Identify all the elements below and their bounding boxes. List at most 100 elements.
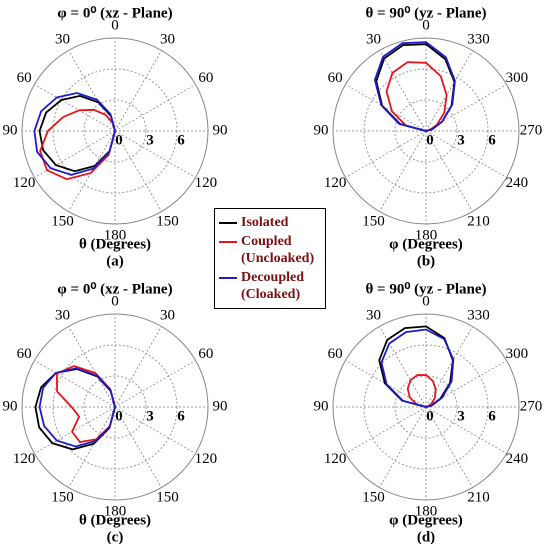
spoke bbox=[114, 406, 196, 454]
theta-tick-label: 330 bbox=[467, 308, 490, 324]
theta-tick-label: 270 bbox=[520, 398, 543, 414]
r-tick-label: 6 bbox=[177, 132, 185, 148]
grid-circle bbox=[83, 375, 147, 439]
legend-swatch bbox=[219, 277, 237, 279]
legend-swatch bbox=[219, 241, 237, 243]
theta-tick-label: 60 bbox=[17, 70, 32, 86]
spoke bbox=[114, 130, 196, 178]
spoke bbox=[114, 406, 162, 488]
theta-tick-label: 90 bbox=[3, 398, 18, 414]
spoke bbox=[345, 360, 427, 408]
spoke bbox=[114, 360, 196, 408]
theta-tick-label: 240 bbox=[506, 175, 529, 191]
theta-tick-label: 120 bbox=[324, 451, 347, 467]
spoke bbox=[345, 130, 427, 178]
theta-tick-label: 210 bbox=[467, 489, 490, 505]
theta-tick-label: 60 bbox=[17, 346, 32, 362]
theta-tick-label: 90 bbox=[314, 122, 329, 138]
theta-tick-label: 120 bbox=[195, 451, 218, 467]
theta-tick-label: 60 bbox=[198, 70, 213, 86]
grid-circle bbox=[394, 99, 458, 163]
theta-tick-label: 0 bbox=[111, 17, 119, 33]
theta-tick-label: 240 bbox=[506, 451, 529, 467]
theta-tick-label: 60 bbox=[328, 346, 343, 362]
theta-tick-label: 150 bbox=[362, 489, 385, 505]
spoke bbox=[68, 130, 116, 212]
x-axis-label: φ (Degrees) bbox=[389, 512, 463, 528]
theta-tick-label: 30 bbox=[55, 32, 70, 48]
theta-tick-label: 180 bbox=[104, 227, 127, 243]
legend-entry: Decoupled (Cloaked) bbox=[219, 269, 321, 303]
spoke bbox=[425, 50, 473, 132]
spoke bbox=[68, 326, 116, 408]
r-tick-label: 0 bbox=[426, 408, 434, 424]
spoke bbox=[379, 406, 427, 488]
r-tick-label: 3 bbox=[146, 132, 154, 148]
spoke bbox=[345, 406, 427, 454]
spoke bbox=[425, 406, 507, 454]
series-line bbox=[380, 328, 455, 408]
spoke bbox=[345, 84, 427, 132]
r-tick-label: 6 bbox=[488, 408, 496, 424]
theta-tick-label: 270 bbox=[520, 122, 543, 138]
r-tick-label: 3 bbox=[457, 132, 465, 148]
theta-tick-label: 150 bbox=[156, 213, 179, 229]
spoke bbox=[34, 360, 116, 408]
theta-tick-label: 30 bbox=[160, 308, 175, 324]
spoke bbox=[425, 84, 507, 132]
spoke bbox=[114, 84, 196, 132]
theta-tick-label: 180 bbox=[104, 503, 127, 519]
legend-swatch bbox=[219, 222, 237, 224]
spoke bbox=[379, 50, 427, 132]
spoke bbox=[379, 130, 427, 212]
x-axis-label: φ (Degrees) bbox=[389, 236, 463, 252]
theta-tick-label: 150 bbox=[51, 213, 74, 229]
spoke bbox=[114, 130, 162, 212]
spoke bbox=[425, 130, 507, 178]
theta-tick-label: 120 bbox=[13, 451, 36, 467]
r-tick-label: 0 bbox=[115, 132, 123, 148]
theta-tick-label: 330 bbox=[467, 32, 490, 48]
series-line bbox=[39, 108, 116, 181]
spoke bbox=[425, 360, 507, 408]
theta-tick-label: 180 bbox=[415, 503, 438, 519]
legend-label: Isolated bbox=[241, 215, 289, 230]
spoke bbox=[425, 406, 473, 488]
panel-label: (c) bbox=[107, 529, 124, 544]
theta-tick-label: 150 bbox=[362, 213, 385, 229]
theta-tick-label: 30 bbox=[55, 308, 70, 324]
theta-tick-label: 30 bbox=[366, 308, 381, 324]
theta-tick-label: 60 bbox=[198, 346, 213, 362]
r-tick-label: 3 bbox=[457, 408, 465, 424]
theta-tick-label: 90 bbox=[3, 122, 18, 138]
theta-tick-label: 90 bbox=[213, 398, 228, 414]
theta-tick-label: 0 bbox=[111, 293, 119, 309]
r-tick-label: 3 bbox=[146, 408, 154, 424]
chart-title: φ = 0⁰ (xz - Plane) bbox=[57, 5, 172, 21]
panel-label: (a) bbox=[106, 253, 124, 269]
x-axis-label: θ (Degrees) bbox=[79, 236, 151, 252]
spoke bbox=[68, 50, 116, 132]
legend-entry: Coupled (Uncloaked) bbox=[219, 233, 321, 267]
panel-label: (b) bbox=[417, 253, 435, 269]
series-line bbox=[33, 92, 116, 176]
theta-tick-label: 180 bbox=[415, 227, 438, 243]
spoke bbox=[425, 326, 473, 408]
legend-entry: Isolated bbox=[219, 214, 321, 231]
r-tick-label: 0 bbox=[426, 132, 434, 148]
theta-tick-label: 30 bbox=[160, 32, 175, 48]
theta-tick-label: 90 bbox=[314, 398, 329, 414]
legend: Isolated Coupled (Uncloaked) Decoupled (Cl… bbox=[214, 208, 326, 309]
legend-label: Coupled (Uncloaked) bbox=[241, 234, 315, 266]
chart-title: θ = 90⁰ (yz - Plane) bbox=[365, 5, 486, 21]
series-line bbox=[38, 367, 116, 448]
series-line bbox=[373, 41, 456, 132]
r-tick-label: 6 bbox=[177, 408, 185, 424]
legend-label: Decoupled (Cloaked) bbox=[241, 270, 304, 302]
theta-tick-label: 150 bbox=[156, 489, 179, 505]
theta-tick-label: 60 bbox=[328, 70, 343, 86]
x-axis-label: θ (Degrees) bbox=[79, 512, 151, 528]
chart-title: φ = 0⁰ (xz - Plane) bbox=[57, 281, 172, 297]
